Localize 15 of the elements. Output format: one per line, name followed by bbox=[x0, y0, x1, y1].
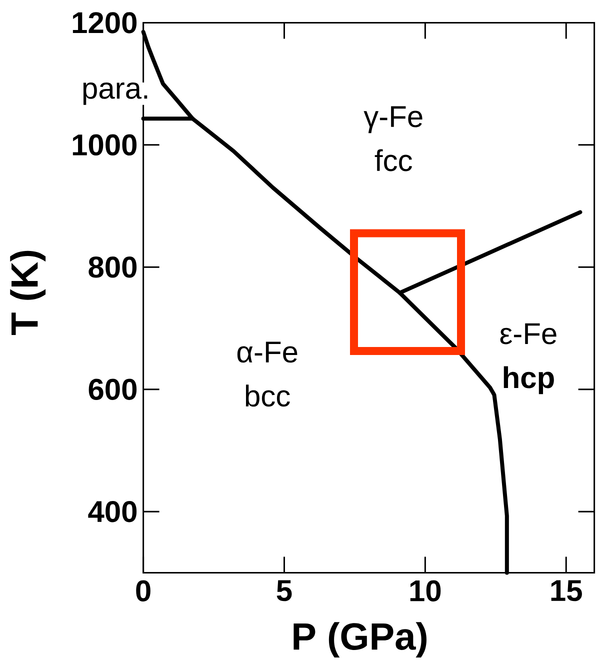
y-tick-label: 400 bbox=[88, 500, 137, 522]
x-tick-label: 10 bbox=[410, 580, 441, 602]
y-tick-label: 600 bbox=[88, 378, 137, 400]
x-tick-label: 5 bbox=[276, 580, 292, 602]
x-tick-label: 0 bbox=[136, 580, 150, 602]
x-tick-label: 15 bbox=[551, 580, 582, 602]
y-axis-title: T (K) bbox=[10, 250, 46, 336]
x-axis-title: P (GPa) bbox=[294, 622, 426, 658]
annotation: γ-Fe fcc bbox=[364, 106, 422, 172]
y-tick-label: 1200 bbox=[72, 12, 137, 34]
y-tick-label: 800 bbox=[88, 256, 137, 278]
annotation: ε-Fe hcp bbox=[500, 323, 556, 394]
y-tick-label: 1000 bbox=[72, 134, 137, 156]
annotation: α-Fe bcc bbox=[237, 342, 298, 407]
annotation: para. bbox=[83, 82, 148, 105]
